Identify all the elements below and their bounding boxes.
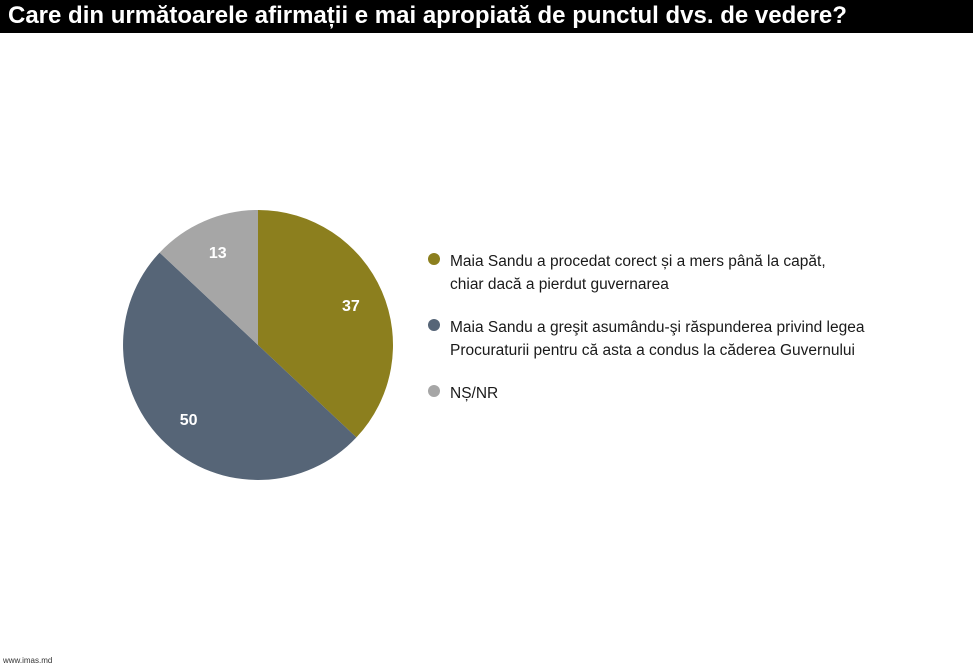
- legend-marker-1: [428, 319, 440, 331]
- title-bar: Care din următoarele afirmații e mai apr…: [0, 0, 973, 33]
- legend-label-1-line-0: Maia Sandu a greşit asumându-şi răspunde…: [450, 319, 865, 336]
- pie-slice-1: [123, 252, 357, 480]
- legend-label-0-line-0: Maia Sandu a procedat corect și a mers p…: [450, 253, 826, 270]
- legend: Maia Sandu a procedat corect și a mers p…: [428, 250, 948, 425]
- legend-item-0: Maia Sandu a procedat corect și a mers p…: [428, 250, 948, 296]
- legend-marker-2: [428, 385, 440, 397]
- pie-slice-2: [159, 210, 258, 345]
- slice-value-label-0: 37: [342, 298, 360, 315]
- footer-url: www.imas.md: [3, 656, 53, 665]
- legend-marker-0: [428, 253, 440, 265]
- chart-title: Care din următoarele afirmații e mai apr…: [8, 2, 847, 29]
- pie-slice-0: [258, 210, 393, 438]
- legend-label-2-line-0: NȘ/NR: [450, 385, 499, 402]
- legend-label-1-line-1: Procuraturii pentru că asta a condus la …: [450, 342, 855, 359]
- slice-value-label-1: 50: [180, 412, 198, 429]
- slice-value-label-2: 13: [209, 245, 227, 262]
- legend-label-0-line-1: chiar dacă a pierdut guvernarea: [450, 276, 669, 293]
- legend-item-1: Maia Sandu a greşit asumându-şi răspunde…: [428, 316, 948, 362]
- legend-item-2: NȘ/NR: [428, 382, 948, 405]
